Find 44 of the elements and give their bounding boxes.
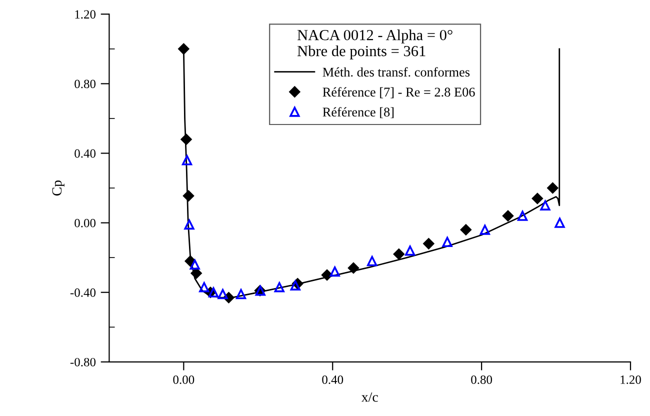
point [393,248,404,260]
x-tick-label: 0.80 [471,375,492,384]
y-tick-label: 0.80 [74,80,96,88]
point [274,282,284,292]
legend-label: Référence [7] - Re = 2.8 E06 [322,87,475,98]
point [460,224,472,236]
point [367,256,378,266]
x-tick-label: 0.00 [173,375,194,384]
point [182,155,192,166]
point [442,236,452,248]
point [180,134,192,145]
point [218,289,228,300]
point [480,224,490,235]
point [199,282,210,292]
y-tick-label: 0.00 [74,218,96,228]
x-tick-label: 0.40 [322,375,344,384]
point [190,259,200,270]
point [547,182,558,194]
point [182,190,194,202]
y-axis-title: Cp [52,180,64,196]
point [404,246,416,256]
point [423,238,434,250]
x-axis-title: x/c [361,392,378,402]
point [517,210,528,221]
point [236,289,246,300]
y-tick-label: 0.40 [74,149,96,158]
legend-label: Référence [8] [322,107,394,118]
point [208,287,219,298]
y-tick-label: 1.20 [75,10,96,19]
x-tick-label: 1.20 [620,375,641,384]
point [554,218,565,228]
y-tick-label: -0.40 [70,288,96,297]
legend-label: Méth. des transf. conformes [322,67,470,77]
point [178,43,190,55]
y-tick-label: -0.80 [70,358,96,366]
point [348,262,360,274]
point [540,200,550,210]
legend-title: NACA 0012 - Alpha = 0° Nbre de points = 361 [297,29,452,60]
point [290,280,300,290]
point [502,210,514,222]
point [532,192,544,204]
point [330,266,340,277]
point [190,268,202,279]
point [184,219,194,230]
